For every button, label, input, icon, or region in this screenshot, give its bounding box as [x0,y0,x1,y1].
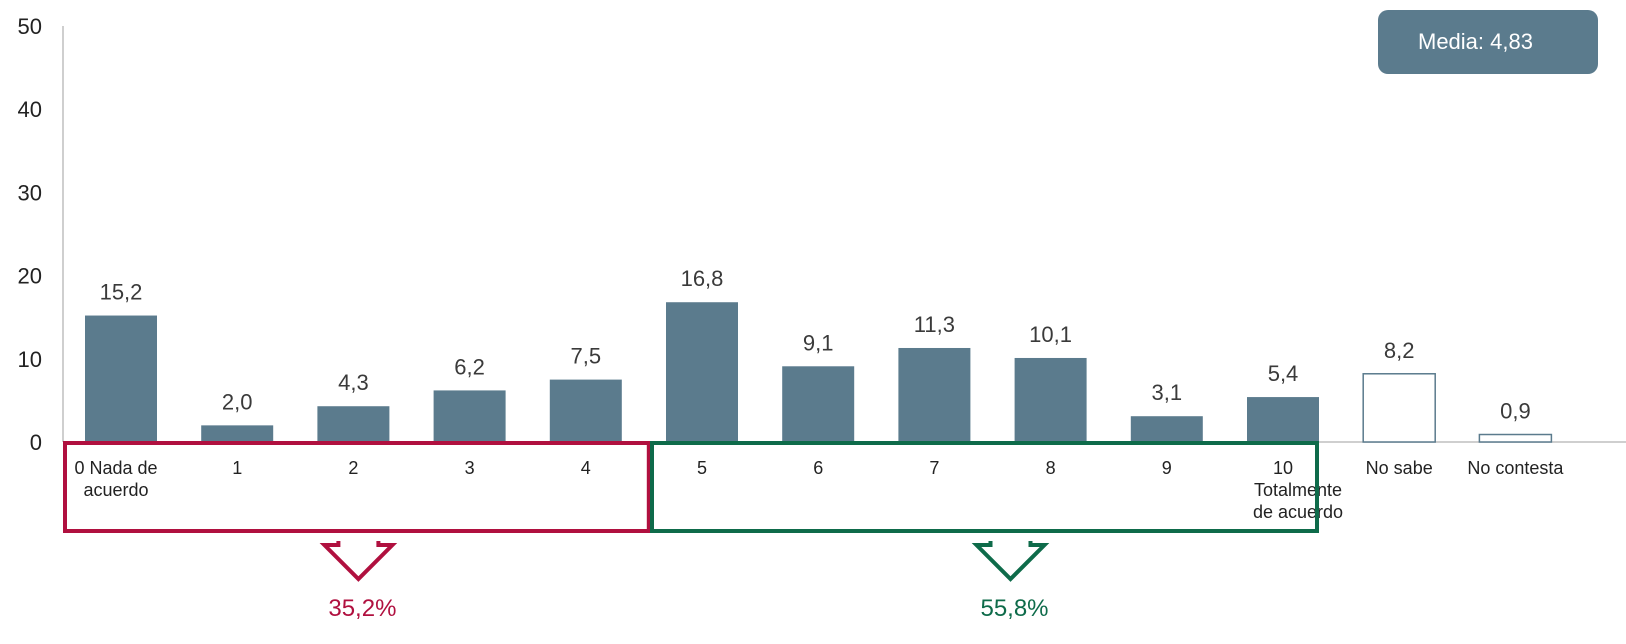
group-percentage: 55,8% [980,595,1048,622]
category-label-line: 0 Nada de [74,458,157,478]
bar [1014,357,1087,442]
category-label: No contesta [1467,458,1564,478]
bar [666,302,738,442]
group-arrow [971,541,1050,582]
category-label-line: 10 [1273,458,1293,478]
category-label-line: 3 [465,458,475,478]
category-label-line: 5 [697,458,707,478]
bar [782,366,855,442]
bar [85,315,157,442]
category-label-line: 2 [348,458,358,478]
group-bracket [650,441,1319,533]
data-label: 10,1 [1029,322,1072,347]
category-label: 0 Nada de acuerdo [74,458,157,500]
category-label: 2 [348,458,358,478]
category-label: 7 [929,458,939,478]
category-label-line: acuerdo [83,480,148,500]
data-label: 2,0 [222,389,253,414]
category-label: 8 [1046,458,1056,478]
category-label: 1 [232,458,242,478]
y-tick-label: 10 [18,347,42,372]
category-label-line: No contesta [1467,458,1564,478]
data-labels: 15,2 2,0 4,3 6,2 7,5 16,8 9,1 11,3 10,1 3,1 5,4 8,2… [100,266,1531,423]
category-label-line: 9 [1162,458,1172,478]
category-label-line: 8 [1046,458,1056,478]
category-label: 3 [465,458,475,478]
category-label-line: 7 [929,458,939,478]
group-arrow [319,541,398,582]
bar [549,379,622,442]
category-label-line: 1 [232,458,242,478]
bar [898,347,971,442]
data-label: 15,2 [100,280,143,305]
category-label: 4 [581,458,591,478]
y-tick-label: 20 [18,264,42,289]
bar [1130,416,1203,442]
y-tick-label: 50 [18,14,42,39]
data-label: 0,9 [1500,399,1531,424]
data-label: 5,4 [1268,361,1299,386]
group-brackets: 35,2% 55,8% [63,441,1319,622]
data-label: 6,2 [454,354,485,379]
bar [201,425,274,442]
bars [85,302,1553,443]
category-label-line: 4 [581,458,591,478]
category-label: 6 [813,458,823,478]
bar [1362,373,1436,443]
data-label: 8,2 [1384,338,1415,363]
mean-badge: Media: 4,83 [1378,10,1598,74]
category-label: 5 [697,458,707,478]
y-tick-label: 0 [30,430,42,455]
category-label-line: No sabe [1366,458,1433,478]
bar [1478,433,1553,443]
category-label-line: 6 [813,458,823,478]
data-label: 4,3 [338,370,369,395]
category-label-line: de acuerdo [1253,502,1343,522]
data-label: 11,3 [914,312,955,337]
data-label: 16,8 [681,266,724,291]
bar [1247,397,1319,442]
group-bracket [63,441,651,533]
data-label: 7,5 [571,344,602,369]
category-label: 9 [1162,458,1172,478]
bar [433,390,506,442]
data-label: 3,1 [1152,380,1183,405]
category-label: 10 Totalmente de acuerdo [1253,458,1343,522]
y-tick-label: 40 [18,97,42,122]
category-labels: 0 Nada de acuerdo 1 2 3 4 5 6 7 8 9 10 Totalmente de … [74,458,1564,522]
category-label: No sabe [1366,458,1433,478]
category-label-line: Totalmente [1254,480,1342,500]
bar [317,406,390,442]
data-label: 9,1 [803,330,834,355]
y-tick-label: 30 [18,180,42,205]
group-percentage: 35,2% [328,595,396,622]
